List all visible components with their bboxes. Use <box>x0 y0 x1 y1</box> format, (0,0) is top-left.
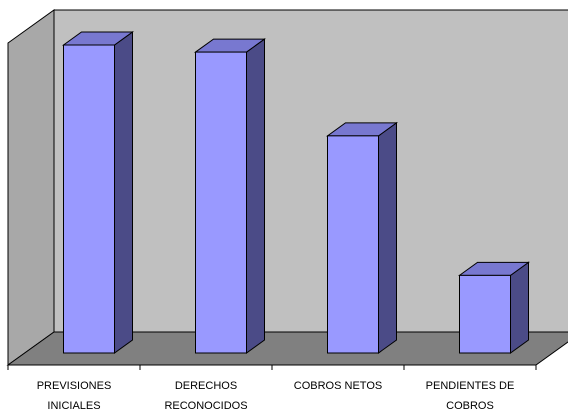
bar-side-face <box>510 261 529 354</box>
bar-side-face <box>114 31 133 354</box>
x-tick-label: RECONOCIDOS <box>164 400 247 412</box>
bar-series <box>61 31 531 354</box>
x-tick-label: PENDIENTES DE <box>426 380 515 392</box>
bar <box>61 31 135 354</box>
bar-side-face <box>378 121 397 354</box>
bar-front-face <box>327 135 379 354</box>
side-wall <box>7 9 55 366</box>
x-tick-label: PREVISIONES <box>37 380 112 392</box>
bar <box>193 38 267 354</box>
x-tick-label: COBROS NETOS <box>294 380 382 392</box>
x-tick-label: COBROS <box>446 400 494 412</box>
chart-walls <box>6 9 568 366</box>
category-axis: PREVISIONES INICIALES DERECHOS RECONOCIDOS C… <box>7 365 537 412</box>
bar-side-face <box>246 38 265 354</box>
bar <box>325 121 399 354</box>
bar <box>457 261 531 354</box>
bar-front-face <box>63 44 115 354</box>
bar-front-face <box>459 274 511 354</box>
x-tick-label: DERECHOS <box>175 380 237 392</box>
bar-front-face <box>195 51 247 354</box>
x-tick-label: INICIALES <box>47 400 100 412</box>
